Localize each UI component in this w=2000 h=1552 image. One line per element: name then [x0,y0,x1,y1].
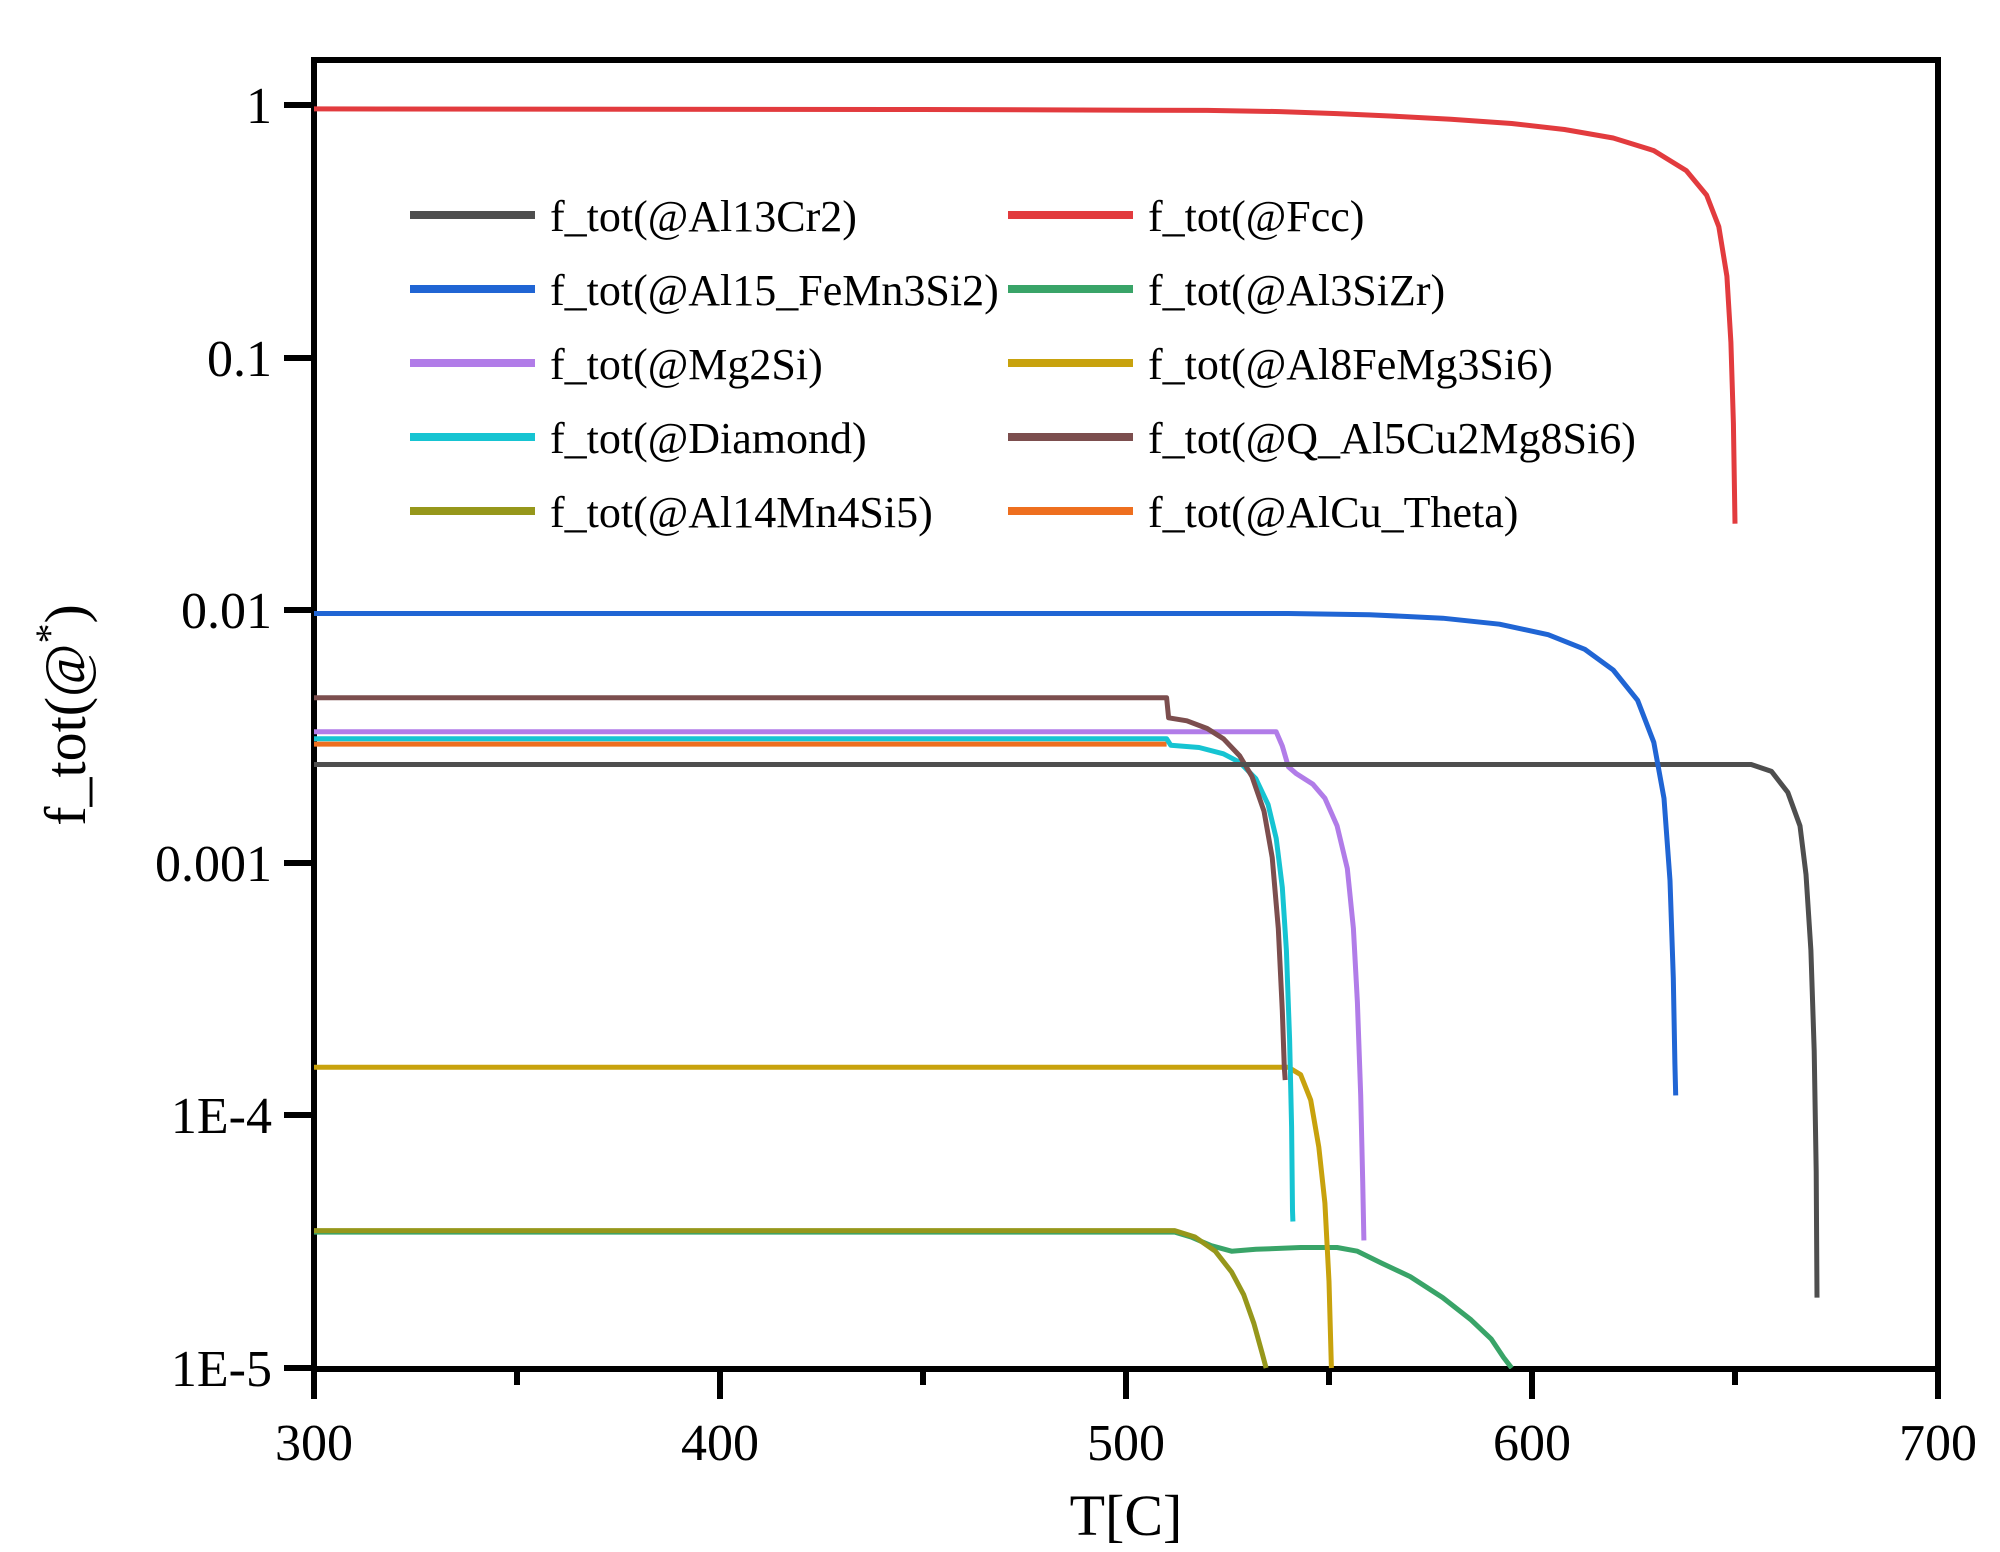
y-tick-labels: 1 0.1 0.01 0.001 1E-4 1E-5 [155,78,272,1398]
y-axis-ticks [284,102,314,1371]
y-tick-label: 0.001 [155,836,272,893]
legend-label: f_tot(@Al14Mn4Si5) [550,488,933,537]
x-tick-label: 600 [1493,1415,1571,1472]
legend-label: f_tot(@Al13Cr2) [550,192,857,241]
series-al15-femn3si2-line [314,611,1679,1096]
y-axis-title-main: f_tot(@ [33,644,98,826]
y-tick-label: 1E-4 [171,1088,272,1145]
legend-label: f_tot(@Al8FeMg3Si6) [1148,340,1553,389]
y-tick-label: 0.1 [207,331,272,388]
legend-label: f_tot(@Al15_FeMn3Si2) [550,266,999,315]
x-tick-labels: 300 400 500 600 700 [275,1415,1977,1472]
legend-item-diamond: f_tot(@Diamond) [410,414,867,463]
x-tick-label: 500 [1087,1415,1165,1472]
y-tick-label: 0.01 [181,583,272,640]
legend-item-al13cr2: f_tot(@Al13Cr2) [410,192,857,241]
x-tick-label: 300 [275,1415,353,1472]
y-axis-title-close: ) [33,604,98,623]
x-tick-label: 700 [1899,1415,1977,1472]
legend-label: f_tot(@AlCu_Theta) [1148,488,1518,537]
plot-area [314,106,1820,1369]
x-axis-title: T[C] [1070,1483,1183,1548]
series-q-al5cu2mg8si6-line [314,695,1288,1081]
legend-item-fcc: f_tot(@Fcc) [1008,192,1364,241]
series-al13cr2-line [314,762,1820,1298]
legend-label: f_tot(@Mg2Si) [550,340,823,389]
series-diamond-line [314,736,1296,1222]
y-tick-label: 1 [246,78,272,135]
legend-item-alcu-theta: f_tot(@AlCu_Theta) [1008,488,1518,537]
x-axis-ticks [311,1369,1941,1399]
legend-item-al8femg3si6: f_tot(@Al8FeMg3Si6) [1008,340,1553,389]
y-tick-label: 1E-5 [171,1341,272,1398]
y-axis-title-sup: * [27,624,72,644]
plot-frame [311,57,1941,1372]
series-mg2si-line [314,729,1367,1241]
legend-item-q-al5cu2mg8si6: f_tot(@Q_Al5Cu2Mg8Si6) [1008,414,1636,463]
series-al14mn4si5-line [314,1228,1269,1369]
legend-item-mg2si: f_tot(@Mg2Si) [410,340,823,389]
legend-label: f_tot(@Q_Al5Cu2Mg8Si6) [1148,414,1636,463]
y-axis-title: f_tot(@*) [27,604,98,826]
legend-item-al15-femn3si2: f_tot(@Al15_FeMn3Si2) [410,266,999,315]
legend: f_tot(@Al13Cr2) f_tot(@Al15_FeMn3Si2) f_… [410,192,1636,537]
series-al8femg3si6-line [314,1064,1334,1369]
legend-label: f_tot(@Fcc) [1148,192,1364,241]
legend-item-al3sizr: f_tot(@Al3SiZr) [1008,266,1445,315]
series-fcc-line [314,106,1738,524]
legend-item-al14mn4si5: f_tot(@Al14Mn4Si5) [410,488,933,537]
legend-label: f_tot(@Al3SiZr) [1148,266,1445,315]
legend-label: f_tot(@Diamond) [550,414,867,463]
x-tick-label: 400 [681,1415,759,1472]
